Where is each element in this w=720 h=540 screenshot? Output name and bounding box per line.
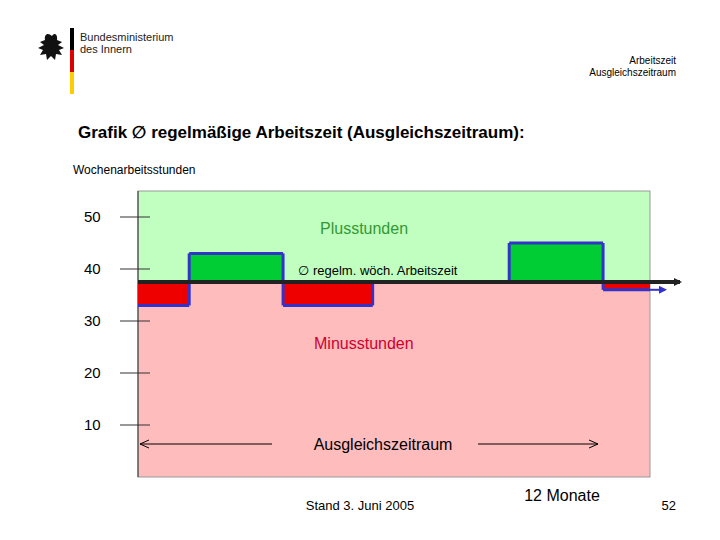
y-tick-label: 40 — [84, 260, 101, 277]
date: Stand 3. Juni 2005 — [306, 498, 414, 513]
period-arrow — [478, 444, 598, 445]
ministry-name: des Innern — [80, 43, 132, 55]
y-axis — [138, 191, 139, 477]
flag-gold — [70, 72, 74, 94]
average-label: ∅ regelm. wöch. Arbeitszeit — [298, 263, 458, 278]
page-number: 52 — [662, 498, 676, 513]
topic: Arbeitszeit — [629, 55, 676, 66]
step-segment — [283, 304, 373, 307]
flag-black — [70, 28, 74, 50]
plus-label: Plusstunden — [320, 220, 408, 237]
y-tick-label: 50 — [84, 208, 101, 225]
step-arrow — [650, 289, 665, 291]
minus-label: Minusstunden — [314, 335, 414, 352]
y-label: Wochenarbeitsstunden — [73, 163, 196, 177]
y-tick-label: 20 — [84, 364, 101, 381]
step-segment — [189, 252, 283, 255]
x-tick-label: 12 Monate — [524, 487, 600, 504]
plot-frame — [138, 191, 650, 477]
step-riser — [508, 243, 511, 282]
eagle — [38, 34, 64, 60]
plus-box — [189, 253, 283, 282]
topic: Ausgleichszeitraum — [589, 67, 676, 78]
logo: Bundesministeriumdes Innern — [38, 28, 174, 94]
minus-region — [138, 282, 650, 477]
step-riser — [188, 253, 191, 305]
background — [0, 0, 720, 540]
average-line — [138, 280, 680, 284]
step-riser — [371, 282, 374, 305]
y-tick — [120, 373, 150, 374]
period-arrow — [140, 444, 272, 445]
y-tick — [120, 321, 150, 322]
y-tick-label: 10 — [84, 416, 101, 433]
ministry-name: Bundesministerium — [80, 31, 174, 43]
plus-box — [509, 243, 603, 282]
y-tick — [120, 269, 150, 270]
marks — [138, 243, 650, 305]
period-label: Ausgleichszeitraum — [314, 436, 453, 453]
y-tick — [120, 425, 150, 426]
step-segment — [603, 288, 650, 291]
step-segment — [509, 242, 603, 245]
step-riser — [282, 253, 285, 305]
y-tick-label: 30 — [84, 312, 101, 329]
flag-red — [70, 50, 74, 72]
plus-region — [138, 191, 650, 282]
slide: Bundesministeriumdes InnernArbeitszeitAu… — [0, 0, 720, 540]
title: Grafik ∅ regelmäßige Arbeitszeit (Ausgle… — [78, 123, 525, 142]
step-segment — [138, 304, 189, 307]
minus-box — [138, 282, 189, 305]
minus-box — [283, 282, 373, 305]
y-tick — [120, 217, 150, 218]
